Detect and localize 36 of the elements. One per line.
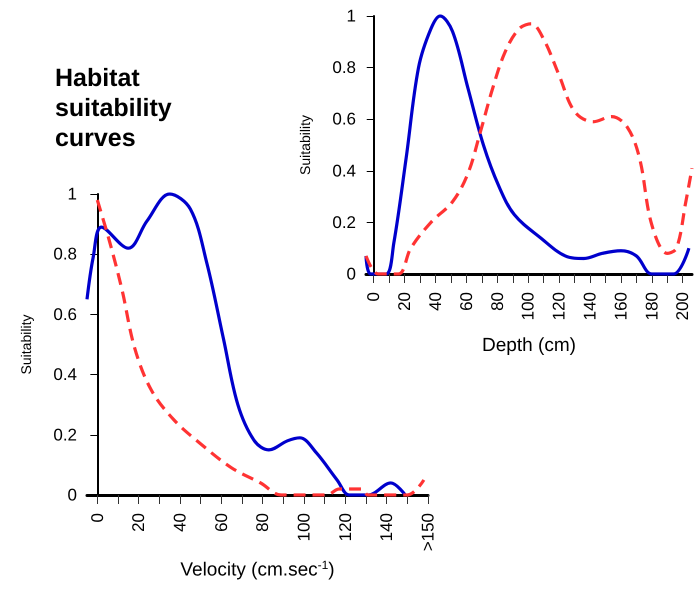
x-tick-label: 40 bbox=[170, 513, 190, 532]
x-tick-label: 160 bbox=[611, 292, 630, 320]
x-tick-label: 20 bbox=[129, 513, 148, 532]
y-axis-title: Suitability bbox=[18, 314, 34, 374]
x-tick-label: 120 bbox=[336, 513, 355, 542]
x-tick-label: 60 bbox=[212, 513, 231, 532]
x-tick-label: 20 bbox=[395, 292, 414, 311]
y-tick-label: 0 bbox=[68, 486, 77, 504]
y-tick-label: 0.6 bbox=[53, 304, 77, 324]
x-tick-label: 100 bbox=[518, 292, 538, 320]
y-tick-label: 0.2 bbox=[53, 425, 77, 444]
x-tick-label: 0 bbox=[88, 513, 107, 522]
x-tick-label: 120 bbox=[550, 292, 569, 320]
x-tick-label: 100 bbox=[294, 513, 314, 542]
y-tick-label: 1 bbox=[346, 6, 356, 26]
y-tick-label: 0.4 bbox=[53, 365, 77, 384]
x-tick-label: 140 bbox=[377, 513, 396, 542]
y-tick-label: 0.2 bbox=[332, 212, 356, 232]
x-tick-label: 80 bbox=[488, 292, 507, 311]
x-axis-title: Depth (cm) bbox=[482, 335, 576, 356]
x-tick-label: 80 bbox=[253, 513, 272, 532]
x-tick-label: 180 bbox=[642, 292, 662, 320]
y-tick-label: 0.8 bbox=[53, 244, 77, 264]
y-tick-label: 0 bbox=[346, 264, 356, 284]
x-tick-label: >150 bbox=[418, 513, 438, 552]
y-tick-label: 1 bbox=[68, 184, 77, 204]
x-tick-label: 0 bbox=[364, 292, 384, 302]
y-tick-label: 0.4 bbox=[332, 161, 356, 180]
x-tick-label: 140 bbox=[580, 292, 600, 320]
y-tick-label: 0.6 bbox=[332, 110, 356, 129]
y-tick-label: 0.8 bbox=[332, 58, 356, 78]
x-tick-label: 40 bbox=[426, 292, 446, 311]
x-tick-label: 200 bbox=[673, 292, 692, 320]
chart-title: Habitat suitability curves bbox=[55, 64, 179, 152]
y-axis-title: Suitability bbox=[297, 115, 313, 175]
x-tick-label: 60 bbox=[456, 292, 476, 311]
